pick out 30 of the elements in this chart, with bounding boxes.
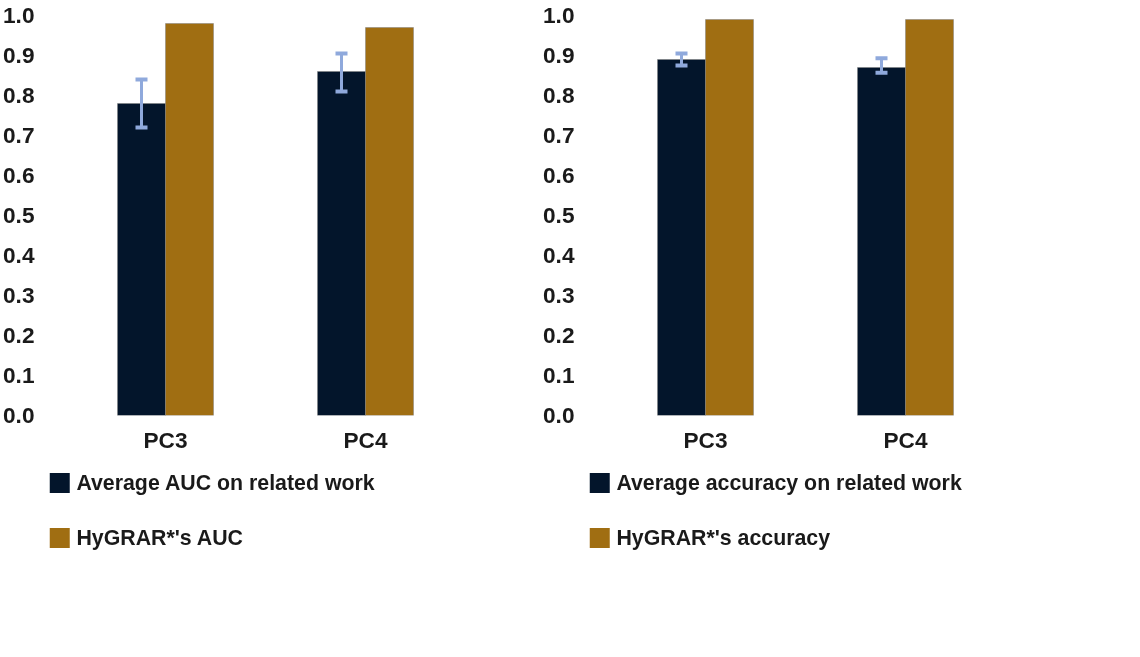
y-tick-label: 0.9 — [543, 42, 575, 68]
y-tick-label: 0.6 — [3, 162, 35, 188]
y-tick-label: 0.0 — [3, 402, 35, 428]
x-tick-label: PC3 — [683, 426, 728, 453]
x-tick-label: PC4 — [883, 426, 928, 453]
y-tick-label: 0.3 — [3, 282, 35, 308]
y-tick-label: 0.0 — [543, 402, 575, 428]
y-tick-label: 0.2 — [543, 322, 575, 348]
legend-label: Average accuracy on related work — [616, 471, 962, 495]
y-tick-label: 1.0 — [3, 2, 35, 28]
y-tick-label: 0.4 — [543, 242, 575, 268]
x-tick-label: PC3 — [143, 426, 188, 453]
y-tick-label: 0.7 — [543, 122, 575, 148]
y-tick-label: 0.5 — [3, 202, 35, 228]
y-tick-label: 0.3 — [543, 282, 575, 308]
y-tick-label: 0.2 — [3, 322, 35, 348]
x-tick-label: PC4 — [343, 426, 388, 453]
legend-label: Average AUC on related work — [76, 471, 375, 495]
y-tick-label: 0.5 — [543, 202, 575, 228]
legend-label: HyGRAR*'s accuracy — [616, 526, 831, 550]
y-tick-label: 1.0 — [543, 2, 575, 28]
y-tick-label: 0.4 — [3, 242, 35, 268]
y-tick-label: 0.8 — [543, 82, 575, 108]
y-tick-label: 0.1 — [543, 362, 575, 388]
y-tick-label: 0.9 — [3, 42, 35, 68]
y-tick-label: 0.1 — [3, 362, 35, 388]
y-tick-label: 0.8 — [3, 82, 35, 108]
y-tick-label: 0.7 — [3, 122, 35, 148]
y-tick-label: 0.6 — [543, 162, 575, 188]
legend-label: HyGRAR*'s AUC — [76, 526, 244, 550]
